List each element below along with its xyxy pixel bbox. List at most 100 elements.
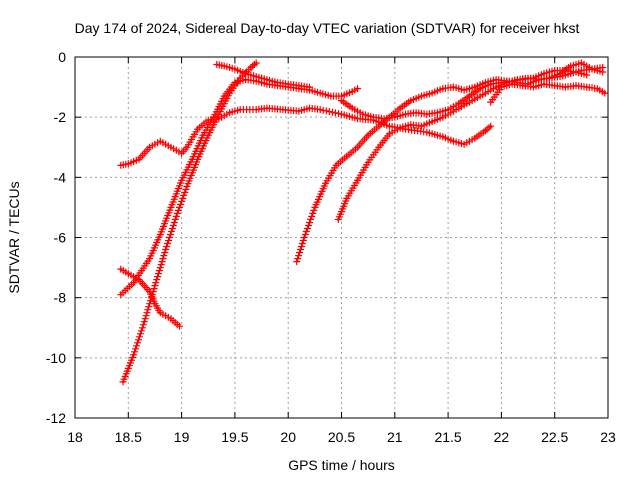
data-point [409,99,412,102]
data-point [468,94,471,98]
data-point [132,353,135,357]
data-point [601,66,604,69]
data-point [590,67,594,71]
data-point [409,123,412,126]
data-point [356,179,359,182]
x-tick-label: 18.5 [115,429,142,445]
data-point [430,120,434,123]
data-point [340,99,343,102]
data-point [452,140,455,143]
series-arc-1 [117,104,495,169]
data-point [169,206,173,209]
x-tick-label: 22.5 [541,429,568,445]
y-axis-label: SDTVAR / TECUs [6,181,22,293]
data-point [548,76,551,80]
x-tick-label: 21 [387,429,403,445]
data-point [153,284,157,287]
series-arc-9 [487,80,609,106]
data-point [489,124,492,128]
data-point [420,94,423,98]
x-tick-label: 23 [600,429,616,445]
series-arc-5 [213,61,313,91]
data-point [350,90,354,93]
data-point [462,88,466,92]
data-point [276,81,279,84]
data-point [356,117,359,120]
series-arc-8 [338,67,591,123]
data-point [441,115,444,119]
data-point [361,112,365,116]
data-point [153,302,157,305]
data-point [553,84,556,87]
data-point [297,84,301,87]
y-tick-label: 0 [58,49,66,65]
data-point [366,134,370,137]
data-point [318,108,322,111]
data-point [473,85,476,89]
data-point [119,293,123,296]
data-point [478,87,482,90]
data-point [217,112,221,116]
data-point [255,75,258,78]
data-point [425,112,428,116]
x-tick-label: 21.5 [434,429,461,445]
data-point [308,106,311,110]
data-point [196,158,199,161]
data-point [441,87,444,90]
data-point [441,135,444,138]
data-point [366,161,370,164]
data-point [148,146,151,149]
y-tick-label: -12 [46,410,66,426]
data-point [159,311,162,314]
data-point [489,82,492,86]
data-point [340,94,343,98]
data-point [185,146,189,149]
data-point [334,164,338,167]
data-point [484,129,487,132]
data-point [532,76,535,80]
x-tick-label: 20 [280,429,296,445]
data-point [228,111,231,114]
data-point [223,64,226,68]
data-point [244,78,247,81]
x-tick-label: 18 [67,429,83,445]
data-point [452,109,455,113]
data-point [340,112,343,116]
data-series [117,59,609,386]
data-point [207,134,210,137]
data-point [457,102,460,105]
data-point [137,278,141,281]
data-point [215,63,218,66]
data-point [244,72,247,75]
data-point [169,146,173,149]
data-point [500,81,503,84]
data-point [414,111,418,114]
data-point [159,233,162,236]
data-point [521,84,524,87]
data-point [473,137,476,140]
data-point [265,82,269,86]
data-point [239,108,242,111]
y-tick-label: -6 [54,230,67,246]
data-point [180,152,183,155]
data-point [185,185,189,188]
data-point [313,206,317,209]
data-point [356,146,359,149]
chart-title: Day 174 of 2024, Sidereal Day-to-day VTE… [75,20,580,36]
data-point [510,82,514,86]
data-point [372,115,375,119]
data-point [164,248,167,251]
x-tick-label: 19 [174,429,190,445]
data-point [462,143,466,146]
data-point [255,79,258,83]
data-point [295,260,298,263]
data-point [137,158,141,161]
data-point [119,164,123,167]
data-point [542,82,546,86]
data-point [281,108,285,111]
data-point [585,73,588,77]
x-axis-label: GPS time / hours [288,457,395,473]
data-point [345,155,349,158]
data-point [436,111,439,114]
